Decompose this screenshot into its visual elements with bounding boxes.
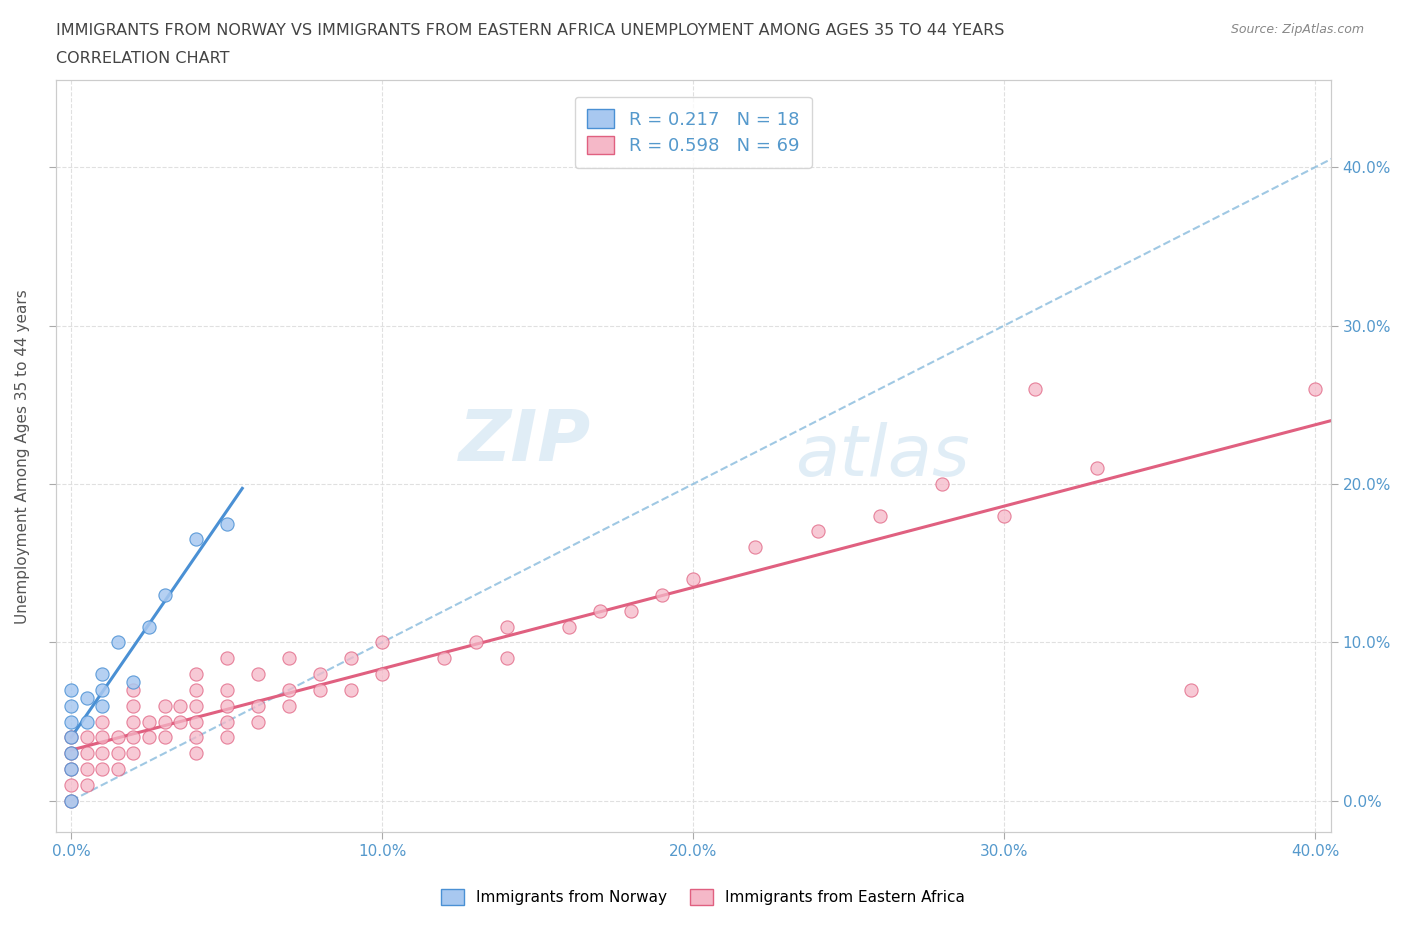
Point [869,508,891,523]
Point [91,667,114,682]
Point [76,777,98,792]
Point [60,777,83,792]
Point [277,651,299,666]
Text: CORRELATION CHART: CORRELATION CHART [56,51,229,66]
Point [931,476,953,491]
Y-axis label: Unemployment Among Ages 35 to 44 years: Unemployment Among Ages 35 to 44 years [15,289,30,624]
Point [651,588,673,603]
Point [76,730,98,745]
Point [60,746,83,761]
Legend: Immigrants from Norway, Immigrants from Eastern Africa: Immigrants from Norway, Immigrants from … [433,882,973,913]
Text: ZIP: ZIP [458,406,591,476]
Point [60,683,83,698]
Point [309,683,332,698]
Point [76,746,98,761]
Point [91,714,114,729]
Point [340,683,363,698]
Legend: R = 0.217   N = 18, R = 0.598   N = 69: R = 0.217 N = 18, R = 0.598 N = 69 [575,97,811,167]
Point [246,667,269,682]
Point [309,667,332,682]
Point [184,698,207,713]
Point [138,714,160,729]
Point [184,714,207,729]
Point [169,714,191,729]
Point [1087,460,1109,475]
Point [153,714,176,729]
Point [60,730,83,745]
Point [153,588,176,603]
Point [371,667,394,682]
Point [60,762,83,777]
Point [558,619,581,634]
Point [76,690,98,705]
Point [215,683,238,698]
Point [76,762,98,777]
Text: atlas: atlas [796,421,970,491]
Point [107,746,129,761]
Point [122,730,145,745]
Point [371,635,394,650]
Point [620,604,643,618]
Point [495,651,517,666]
Point [107,730,129,745]
Point [993,508,1015,523]
Text: IMMIGRANTS FROM NORWAY VS IMMIGRANTS FROM EASTERN AFRICA UNEMPLOYMENT AMONG AGES: IMMIGRANTS FROM NORWAY VS IMMIGRANTS FRO… [56,23,1005,38]
Point [495,619,517,634]
Point [1180,683,1202,698]
Point [60,698,83,713]
Point [589,604,612,618]
Text: Source: ZipAtlas.com: Source: ZipAtlas.com [1230,23,1364,36]
Point [138,730,160,745]
Point [682,572,704,587]
Point [184,667,207,682]
Point [107,635,129,650]
Point [215,730,238,745]
Point [277,698,299,713]
Point [340,651,363,666]
Point [60,746,83,761]
Point [60,762,83,777]
Point [184,746,207,761]
Point [138,619,160,634]
Point [277,683,299,698]
Point [1024,381,1046,396]
Point [60,730,83,745]
Point [91,683,114,698]
Point [60,793,83,808]
Point [122,698,145,713]
Point [246,714,269,729]
Point [464,635,486,650]
Point [153,730,176,745]
Point [184,683,207,698]
Point [122,714,145,729]
Point [60,714,83,729]
Point [1303,381,1326,396]
Point [215,516,238,531]
Point [107,762,129,777]
Point [215,698,238,713]
Point [806,524,828,538]
Point [184,730,207,745]
Point [76,714,98,729]
Point [184,532,207,547]
Point [744,540,766,555]
Point [215,651,238,666]
Point [91,762,114,777]
Point [153,698,176,713]
Point [433,651,456,666]
Point [91,698,114,713]
Point [91,746,114,761]
Point [91,730,114,745]
Point [215,714,238,729]
Point [60,793,83,808]
Point [122,746,145,761]
Point [122,683,145,698]
Point [169,698,191,713]
Point [122,674,145,689]
Point [246,698,269,713]
